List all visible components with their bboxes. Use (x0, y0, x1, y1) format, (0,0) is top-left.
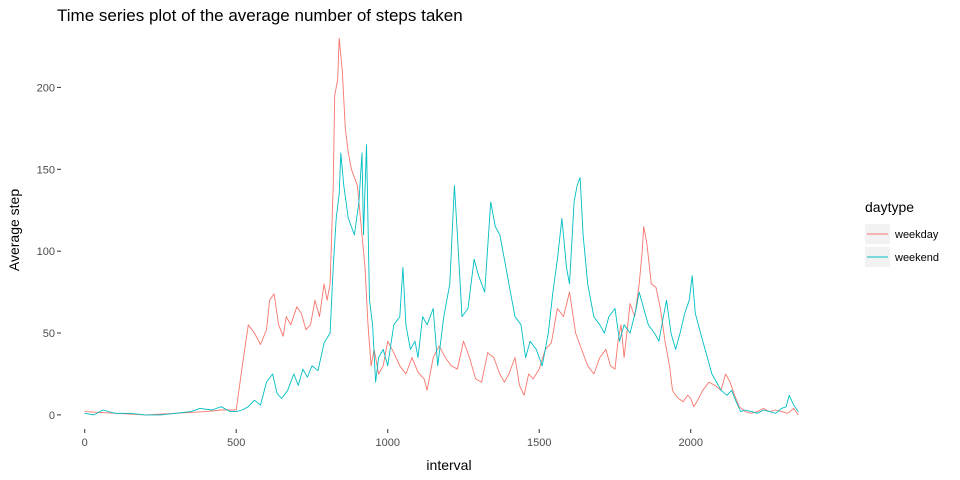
legend-item-weekend: weekend (865, 247, 939, 267)
x-tick-label: 2000 (678, 437, 702, 449)
legend-title: daytype (865, 199, 914, 215)
legend-item-weekday: weekday (865, 224, 939, 244)
series-line-weekday (84, 37, 799, 416)
plot-lines (84, 37, 799, 416)
x-tick-label: 1000 (375, 437, 399, 449)
y-tick-label: 100 (37, 246, 55, 258)
x-tick-label: 0 (82, 437, 88, 449)
x-axis: 0 500 1000 1500 2000 (82, 429, 703, 449)
x-tick-label: 1500 (527, 437, 551, 449)
y-axis-title: Average step (6, 189, 22, 271)
legend-label-weekday: weekday (894, 229, 939, 241)
y-tick-label: 150 (37, 164, 55, 176)
y-tick-label: 50 (43, 328, 55, 340)
series-line-weekend (84, 144, 799, 416)
y-tick-label: 0 (49, 410, 55, 422)
legend: daytype weekday weekend (865, 199, 939, 267)
y-axis: 0 50 100 150 200 (37, 82, 61, 422)
legend-label-weekend: weekend (894, 252, 939, 264)
chart-title: Time series plot of the average number o… (57, 6, 463, 25)
x-tick-label: 500 (227, 437, 245, 449)
y-tick-label: 200 (37, 82, 55, 94)
x-axis-title: interval (426, 457, 471, 473)
